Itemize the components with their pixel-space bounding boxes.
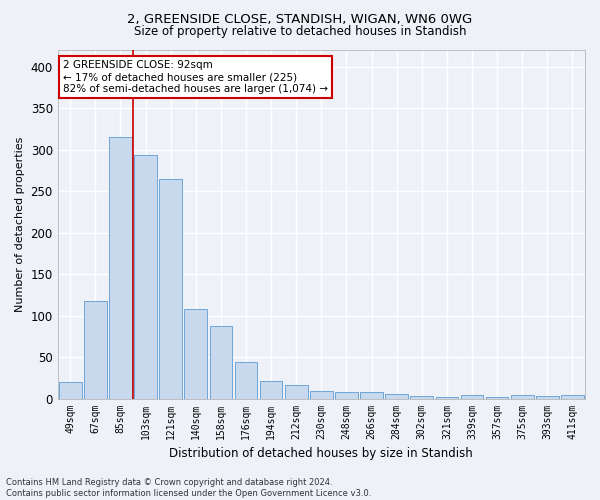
Bar xyxy=(536,396,559,398)
Bar xyxy=(260,381,283,398)
Bar xyxy=(235,362,257,399)
Text: 2 GREENSIDE CLOSE: 92sqm
← 17% of detached houses are smaller (225)
82% of semi-: 2 GREENSIDE CLOSE: 92sqm ← 17% of detach… xyxy=(63,60,328,94)
X-axis label: Distribution of detached houses by size in Standish: Distribution of detached houses by size … xyxy=(169,447,473,460)
Bar xyxy=(84,300,107,398)
Bar xyxy=(461,395,484,398)
Bar xyxy=(436,397,458,398)
Bar xyxy=(511,395,533,398)
Bar xyxy=(184,309,207,398)
Bar xyxy=(385,394,408,398)
Y-axis label: Number of detached properties: Number of detached properties xyxy=(15,136,25,312)
Text: Size of property relative to detached houses in Standish: Size of property relative to detached ho… xyxy=(134,25,466,38)
Text: 2, GREENSIDE CLOSE, STANDISH, WIGAN, WN6 0WG: 2, GREENSIDE CLOSE, STANDISH, WIGAN, WN6… xyxy=(127,12,473,26)
Bar xyxy=(134,156,157,398)
Bar xyxy=(360,392,383,398)
Bar xyxy=(410,396,433,398)
Bar xyxy=(335,392,358,398)
Bar xyxy=(160,178,182,398)
Bar xyxy=(561,395,584,398)
Bar xyxy=(209,326,232,398)
Bar xyxy=(59,382,82,398)
Bar xyxy=(109,137,132,398)
Bar xyxy=(285,386,308,398)
Text: Contains HM Land Registry data © Crown copyright and database right 2024.
Contai: Contains HM Land Registry data © Crown c… xyxy=(6,478,371,498)
Bar xyxy=(310,391,332,398)
Bar xyxy=(486,397,508,398)
